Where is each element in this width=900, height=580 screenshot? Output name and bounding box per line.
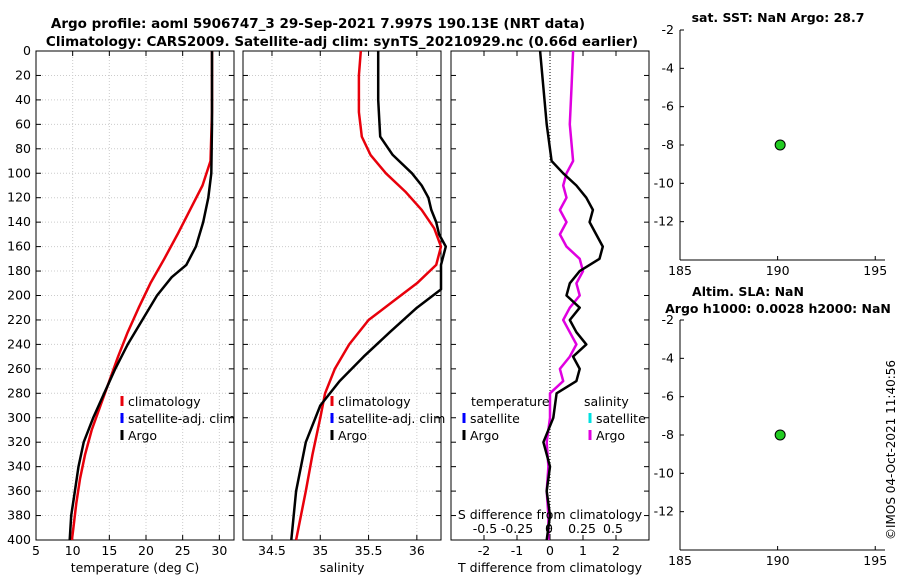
map-title-line1: Altim. SLA: NaN: [692, 284, 804, 299]
x-tick-label: 185: [668, 553, 692, 568]
legend-s-argo-label: Argo: [596, 428, 625, 443]
y-tick-label: -8: [662, 137, 675, 152]
y-tick-label: 160: [7, 239, 31, 254]
y-tick-label: -6: [662, 389, 675, 404]
map-title-line2: Argo h1000: 0.0028 h2000: NaN: [665, 301, 891, 316]
x-tick-label: 34.5: [258, 543, 286, 558]
y-tick-label: 60: [15, 116, 31, 131]
legend-t-argo-label: Argo: [470, 428, 499, 443]
x-tick-label: 1: [579, 543, 587, 558]
legend-temperature-title: temperature: [471, 394, 550, 409]
x-tick-label: 190: [766, 553, 790, 568]
x2-tick-label: 0: [545, 521, 553, 536]
x-axis-label: T difference from climatology: [457, 560, 643, 575]
y-tick-label: 360: [7, 483, 31, 498]
sat-sst-map: -2 -4 -6 -8 -10 -12 185 190 195 sat. SST: NaN Arg…: [654, 10, 888, 278]
x-tick-label: 36: [409, 543, 425, 558]
x2-tick-label: -0.25: [501, 521, 533, 536]
x-tick-label: 0: [546, 543, 554, 558]
x-tick-label: -1: [511, 543, 523, 558]
x-tick-label: 35.5: [355, 543, 383, 558]
figure-title-line1: Argo profile: aoml 5906747_3 29-Sep-2021…: [51, 16, 585, 32]
argo-location-marker: [774, 429, 786, 441]
x-tick-label: -2: [478, 543, 490, 558]
y-tick-label: -12: [654, 214, 674, 229]
y-tick-label: 260: [7, 361, 31, 376]
y-tick-label: 300: [7, 410, 31, 425]
y-tick-label: 340: [7, 459, 31, 474]
legend-climatology-label: climatology: [338, 394, 411, 409]
altim-sla-map: -2 -4 -6 -8 -10 -12 185 190 195 Altim. SLA: NaN Ar…: [654, 284, 891, 568]
x2-tick-label: -0.5: [473, 521, 497, 536]
series-temperature-argo-line: [538, 50, 605, 541]
legend-s-satellite-label: satellite: [596, 411, 646, 426]
y-tick-label: 220: [7, 312, 31, 327]
figure-title-line2: Climatology: CARS2009. Satellite-adj cli…: [46, 34, 638, 50]
map-title: sat. SST: NaN Argo: 28.7: [692, 10, 865, 25]
series-argo-line: [290, 51, 448, 541]
series-argo-line: [68, 51, 214, 541]
y-tick-label: 400: [7, 532, 31, 547]
y-tick-label: -4: [662, 60, 675, 75]
y-tick-label: -4: [662, 350, 675, 365]
y-tick-label: 40: [15, 92, 31, 107]
y-tick-label: 180: [7, 263, 31, 278]
x-tick-label: 35: [312, 543, 328, 558]
y-tick-label: 120: [7, 190, 31, 205]
x-tick-label: 190: [766, 263, 790, 278]
x-tick-label: 185: [668, 263, 692, 278]
y-tick-label: -8: [662, 427, 675, 442]
x-axis-label: salinity: [320, 560, 365, 575]
temperature-profile: 5 10 15 20 25 3002040608010012014016018020022…: [7, 43, 235, 575]
argo-location-marker: [774, 139, 786, 151]
y-tick-label: -6: [662, 99, 675, 114]
y-tick-label: 100: [7, 165, 31, 180]
x-tick-label: 5: [32, 543, 40, 558]
legend-satellite-adj-label: satellite-adj. clim: [128, 411, 235, 426]
y-tick-label: 200: [7, 288, 31, 303]
y-tick-label: 240: [7, 336, 31, 351]
salinity-profile: 34.5 35 35.5 36 salinity climatology satellite…: [242, 50, 448, 575]
y-tick-label: 280: [7, 385, 31, 400]
y-tick-label: 380: [7, 508, 31, 523]
x-tick-label: 20: [138, 543, 154, 558]
x-tick-label: 10: [65, 543, 81, 558]
series-salinity-argo-line: [545, 50, 585, 540]
series-climatology-line: [70, 51, 214, 541]
y-tick-label: -2: [662, 312, 674, 327]
legend-salinity-title: salinity: [584, 394, 629, 409]
x-tick-label: 2: [612, 543, 620, 558]
y-tick-label: -10: [654, 465, 674, 480]
x-axis-label: temperature (deg C): [71, 560, 200, 575]
x2-axis-label: S difference from climatology: [458, 507, 643, 522]
timestamp: ©IMOS 04-Oct-2021 11:40:56: [884, 360, 898, 540]
legend-climatology-label: climatology: [128, 394, 201, 409]
y-tick-label: 80: [15, 141, 31, 156]
legend-t-satellite-label: satellite: [470, 411, 520, 426]
x-tick-label: 15: [101, 543, 117, 558]
x-tick-label: 25: [175, 543, 191, 558]
y-tick-label: 0: [23, 43, 31, 58]
y-tick-label: 140: [7, 214, 31, 229]
legend-argo-label: Argo: [128, 428, 157, 443]
x2-tick-label: 0.5: [603, 521, 623, 536]
y-tick-label: 320: [7, 434, 31, 449]
y-tick-label: 20: [15, 67, 31, 82]
x-tick-label: 195: [863, 553, 887, 568]
y-tick-label: -10: [654, 175, 674, 190]
series-climatology-line: [294, 50, 443, 541]
legend-argo-label: Argo: [338, 428, 367, 443]
difference-profile: -2 -1 0 1 2 T difference from climatology temp…: [450, 50, 650, 575]
x-tick-label: 30: [211, 543, 227, 558]
y-tick-label: -2: [662, 22, 674, 37]
x2-tick-label: 0.25: [568, 521, 596, 536]
y-tick-label: -12: [654, 504, 674, 519]
legend-satellite-adj-label: satellite-adj. clim: [338, 411, 445, 426]
x-tick-label: 195: [863, 263, 887, 278]
